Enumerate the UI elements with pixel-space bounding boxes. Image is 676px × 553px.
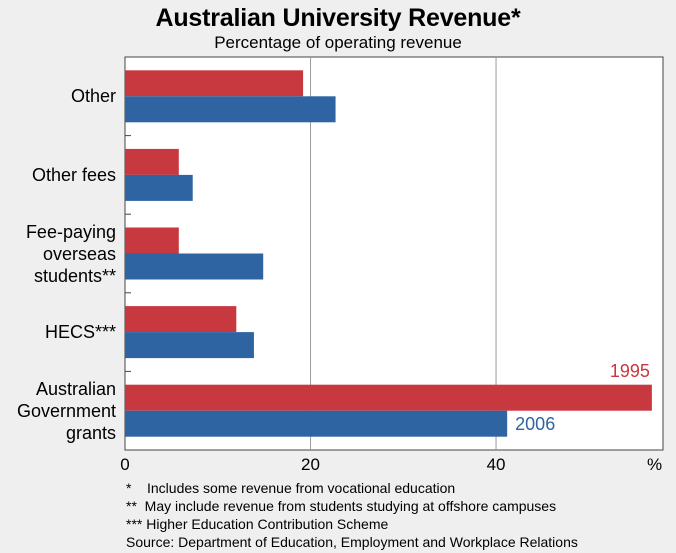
x-axis-unit: % [647,455,663,474]
bar-1995 [125,384,652,411]
source-note: Source: Department of Education, Employm… [126,534,578,550]
bar-2006 [125,96,336,123]
x-tick-label: 0 [120,455,130,474]
bar-1995 [125,227,179,254]
category-label: Other [70,86,116,107]
bar-1995 [125,70,304,97]
chart-subtitle: Percentage of operating revenue [214,33,462,52]
category-label: Other fees [31,164,116,185]
series-label-1995: 1995 [609,360,650,381]
category-label: HECS*** [44,322,116,343]
bar-1995 [125,148,179,175]
bar-1995 [125,306,237,333]
footnote-1: * Includes some revenue from vocational … [126,480,456,496]
x-tick-label: 20 [301,455,320,474]
chart-title: Australian University Revenue* [155,4,521,32]
category-label: Fee-paying overseas students** [25,221,116,286]
category-label: Australian Government grants [16,378,116,443]
footnote-3: *** Higher Education Contribution Scheme [126,516,389,532]
x-tick-label: 40 [486,455,506,474]
bar-2006 [125,332,254,359]
footnotes: * Includes some revenue from vocational … [126,479,578,551]
footnote-2: ** May include revenue from students stu… [126,498,557,514]
series-label-2006: 2006 [515,413,556,434]
bar-2006 [125,253,264,280]
bar-2006 [125,410,508,437]
bar-2006 [125,174,193,201]
